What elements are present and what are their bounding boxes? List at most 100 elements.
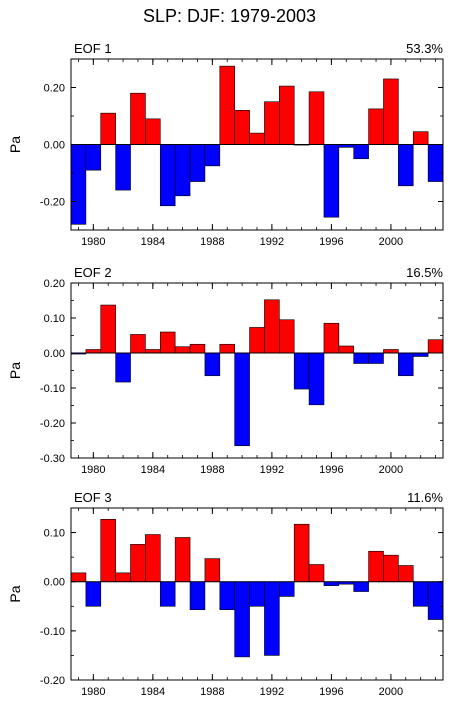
bar-1984 [145, 534, 161, 583]
bar-1995 [308, 564, 325, 583]
x-tick-label: 1996 [319, 464, 343, 476]
bar-1998 [353, 352, 369, 364]
y-axis-label: Pa [7, 136, 23, 153]
x-tick-label: 2000 [379, 464, 403, 476]
bar-1999 [368, 352, 384, 364]
variance-label: 53.3% [406, 41, 443, 56]
y-axis-label: Pa [7, 585, 23, 602]
bar-1992 [264, 101, 280, 145]
bar-1993 [279, 85, 295, 145]
x-tick-label: 1988 [200, 686, 224, 698]
y-tick-label: -0.20 [40, 197, 65, 209]
bar-1993 [279, 581, 295, 597]
y-tick-label: -0.10 [40, 383, 65, 395]
bar-1996 [323, 581, 340, 586]
panel-label: EOF 3 [74, 490, 112, 505]
y-tick-label: 0.20 [44, 278, 65, 290]
bar-1986 [174, 144, 191, 197]
y-tick-label: 0.00 [44, 577, 65, 589]
bar-1994 [293, 352, 310, 390]
y-tick-label: 0.00 [44, 140, 65, 152]
bar-2001 [398, 565, 414, 583]
bar-2003 [427, 339, 444, 354]
bar-2000 [383, 78, 399, 145]
bar-1982 [115, 144, 131, 191]
x-tick-label: 2000 [379, 236, 403, 248]
bar-1987 [189, 581, 206, 611]
bar-1982 [115, 352, 131, 383]
bar-1980 [85, 349, 102, 354]
bar-1981 [100, 112, 116, 145]
x-tick-label: 2000 [379, 686, 403, 698]
bar-1992 [264, 581, 280, 656]
bar-1995 [308, 352, 325, 406]
y-tick-label: 0.20 [44, 83, 65, 95]
panel-label: EOF 1 [74, 41, 112, 56]
bar-1991 [249, 132, 265, 145]
bar-1992 [264, 299, 280, 354]
panel-eof-3: 0.10 0.00 -0.10 -0.20 1980 1984 1988 1992 1996 20… [7, 490, 444, 698]
y-tick-label: 0.00 [44, 348, 65, 360]
bar-1980 [85, 581, 102, 607]
bar-1988 [204, 352, 221, 377]
bar-1982 [115, 572, 131, 583]
bar-1983 [130, 544, 146, 583]
x-tick-label: 1988 [200, 464, 224, 476]
bar-1980 [85, 144, 102, 171]
x-tick-label: 1988 [200, 236, 224, 248]
bar-2003 [427, 144, 444, 182]
x-tick-label: 1984 [141, 464, 165, 476]
variance-label: 11.6% [407, 490, 443, 505]
bar-1998 [353, 581, 369, 592]
bar-1981 [100, 304, 116, 354]
bar-1984 [145, 118, 161, 145]
bar-1985 [159, 144, 176, 207]
bar-1995 [308, 91, 325, 145]
bar-2002 [412, 131, 429, 145]
bar-1986 [174, 346, 191, 354]
x-tick-label: 1992 [260, 464, 284, 476]
bar-1993 [279, 319, 295, 354]
chart-title: SLP: DJF: 1979-2003 [142, 6, 317, 26]
bar-1999 [368, 550, 384, 583]
bar-1990 [234, 110, 250, 145]
bar-1997 [338, 345, 355, 354]
bar-1999 [368, 108, 384, 145]
x-tick-label: 1984 [141, 686, 165, 698]
bar-1990 [234, 352, 250, 447]
bar-2001 [398, 352, 414, 377]
x-tick-label: 1996 [319, 236, 343, 248]
y-tick-label: -0.30 [40, 453, 65, 465]
panel-eof-2: 0.20 0.10 0.00 -0.10 -0.20 -0.30 1980 1984 1988 1… [7, 265, 444, 476]
bar-1984 [145, 349, 161, 354]
bar-1991 [249, 327, 265, 354]
bar-1989 [219, 581, 235, 611]
y-tick-label: -0.20 [40, 418, 65, 430]
y-tick-label: -0.10 [40, 626, 65, 638]
bar-1996 [323, 322, 340, 354]
panel-eof-1: 0.20 0.00 -0.20 1980 1984 1988 1992 1996 2000 EOF… [7, 41, 444, 248]
bar-1986 [174, 537, 191, 583]
y-tick-label: -0.20 [40, 675, 65, 687]
bar-1983 [130, 334, 146, 354]
bar-2002 [412, 352, 429, 357]
bar-2000 [383, 554, 399, 583]
x-tick-label: 1984 [141, 236, 165, 248]
bar-1998 [353, 144, 369, 160]
bar-1990 [234, 581, 250, 658]
bar-1988 [204, 144, 221, 167]
bar-1979 [70, 572, 87, 583]
x-tick-label: 1980 [81, 236, 105, 248]
bar-1996 [323, 144, 340, 218]
x-tick-label: 1992 [260, 236, 284, 248]
bar-2001 [398, 144, 414, 187]
bar-2000 [383, 349, 399, 354]
panel-label: EOF 2 [74, 265, 112, 280]
bar-1981 [100, 518, 116, 583]
bar-2003 [427, 581, 444, 620]
bar-1989 [219, 343, 235, 354]
bar-1979 [70, 144, 87, 225]
x-tick-label: 1980 [81, 686, 105, 698]
